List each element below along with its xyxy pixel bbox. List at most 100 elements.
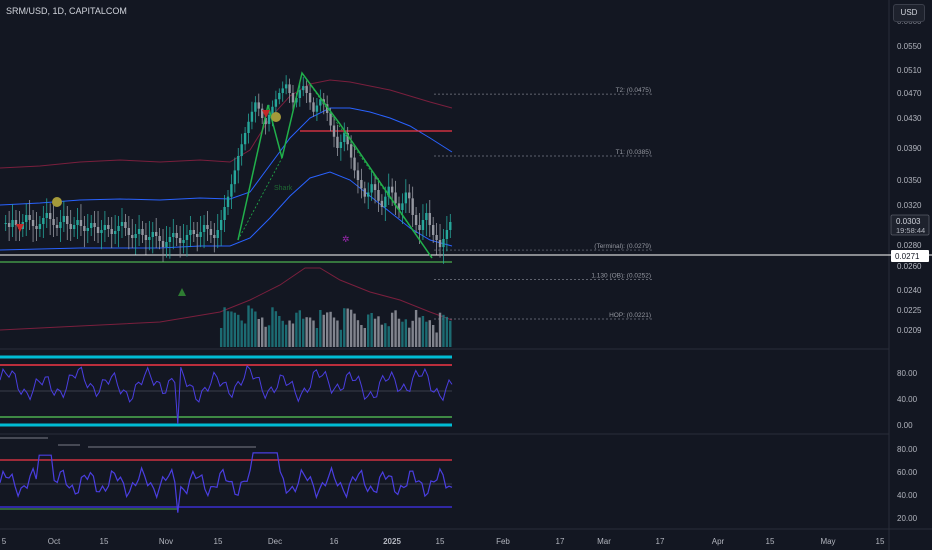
osc2-tick-label: 60.00 [897,468,918,477]
candle-body [247,121,250,133]
candle-body [401,203,404,210]
price-tick-label: 0.0240 [897,286,922,295]
candle-body [165,242,168,248]
candle-body [421,220,425,230]
star-marker-icon: ✲ [342,234,350,244]
volume-bar [291,323,295,347]
volume-bar [421,316,425,347]
candle-body [312,102,315,112]
currency-button[interactable]: USD [893,4,925,22]
candle-body [113,231,117,234]
volume-bar [267,325,271,347]
volume-bar [384,323,387,347]
time-tick-label: Feb [496,537,510,546]
candle-body [449,222,452,230]
candle-body [380,200,384,207]
volume-bar [356,320,360,347]
candle-body [90,223,93,228]
volume-bar [302,318,305,347]
time-tick-label: Oct [48,537,61,546]
buy-signal-icon [178,288,186,296]
time-tick-label: 2025 [383,537,401,546]
candle-body [79,220,83,226]
volume-bar [438,312,442,347]
last-price-box [890,214,930,236]
candle-body [76,220,79,225]
price-tick-label: 0.0320 [897,201,922,210]
candle-body [377,190,380,201]
osc1-axis: 80.00 40.00 0.00 [897,369,918,430]
sell-signal-icon [262,110,270,118]
volume-bar [271,307,274,347]
volume-bar [305,317,308,347]
candle-body [442,239,445,248]
signal-markers: ✲ [16,110,350,296]
candle-body [83,226,86,231]
time-tick-label: Dec [268,537,282,546]
candle-body [397,203,401,210]
target-level-label: T2: (0.0475) [616,87,651,94]
candle-body [28,215,31,220]
volume-bar [397,318,401,347]
pivot-dot-icon [271,112,281,122]
candle-body [339,142,343,148]
volume-bar [346,308,349,347]
crosshair-price-value: 0.0271 [895,252,920,261]
price-tick-label: 0.0260 [897,262,922,271]
volume-bar [332,317,336,347]
osc1-line [0,364,453,425]
candle-body [261,108,264,118]
target-level-label: HOP: (0.0221) [609,312,651,319]
time-axis[interactable]: 5 Oct 15 Nov 15 Dec 16 2025 15 Feb 17 Mar 17 Apr 15 May… [2,537,885,546]
volume-bar [428,320,431,347]
candle-body [4,223,7,224]
candle-body [168,237,172,242]
volume-bar [336,320,339,347]
candle-body [418,225,421,230]
candle-body [134,234,137,238]
time-tick-label: 17 [556,537,565,546]
candle-body [431,225,435,235]
volume-bar [322,314,325,347]
oscillator-1-panel [0,355,453,427]
symbol-title[interactable]: SRM/USD, 1D, CAPITALCOM [6,6,127,16]
last-price-badge: 0.0303 19:58:44 [890,214,930,236]
price-tick-label: 0.0280 [897,241,922,250]
volume-bar [377,316,380,347]
candle-body [11,220,14,227]
time-tick-label: 16 [330,537,339,546]
last-price-value: 0.0303 [896,217,921,226]
volume-bar [308,317,312,347]
candle-body [59,222,62,228]
volume-bar [360,325,363,347]
candle-body [178,238,182,243]
candle-body [329,113,332,126]
target-level-label: T1: (0.0385) [616,149,651,156]
candle-body [141,229,144,235]
candle-body [325,104,329,113]
candle-body [257,102,260,109]
volume-bar [254,311,257,347]
price-tick-label: 0.0390 [897,144,922,153]
volume-bar [219,328,223,347]
candle-body [373,184,377,190]
candle-body [154,232,158,236]
candle-body [240,144,243,156]
candle-body [302,86,305,91]
volume-bar [425,321,428,347]
upper-band-line [0,79,453,169]
volume-bar [226,311,230,347]
time-tick-label: Apr [712,537,725,546]
candle-body [411,198,414,215]
candle-body [172,233,175,237]
candle-body [435,235,438,240]
volume-bar [414,310,418,347]
candle-body [226,196,230,207]
price-tick-label: 0.0550 [897,42,922,51]
candle-body [35,226,38,229]
time-tick-label: Mar [597,537,611,546]
pattern-diagonal-1 [237,157,283,241]
price-tick-label: 0.0470 [897,89,922,98]
